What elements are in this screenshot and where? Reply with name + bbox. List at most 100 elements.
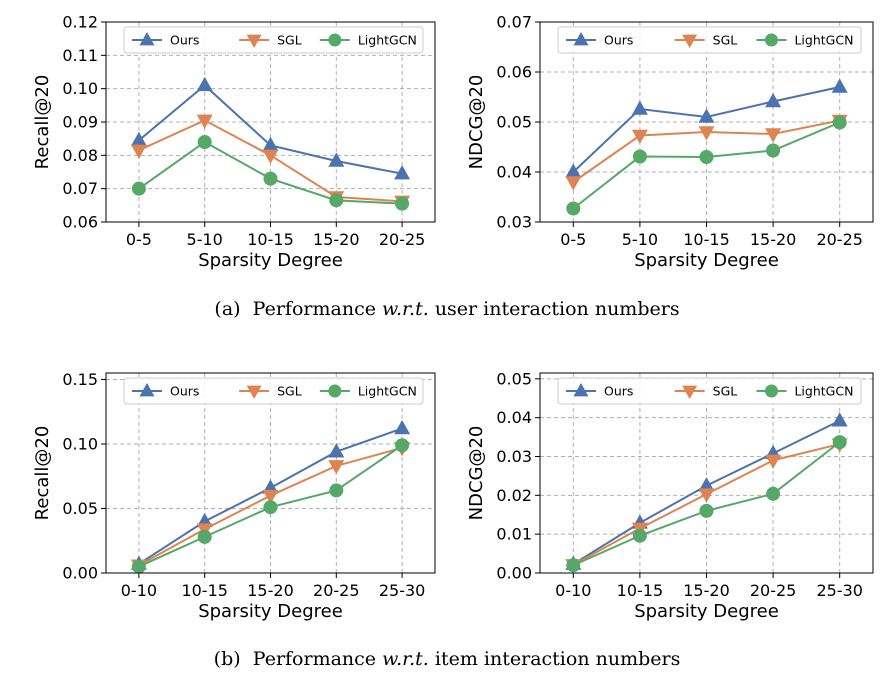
legend-marker-lightgcn (328, 384, 342, 398)
data-point-sgl (196, 114, 213, 129)
data-point-lightgcn (263, 500, 278, 515)
xtick-label: 20-25 (750, 581, 797, 600)
caption-a-post: user interaction numbers (434, 298, 680, 320)
data-point-ours (328, 443, 345, 458)
ytick-label: 0.08 (62, 146, 98, 165)
data-point-lightgcn (395, 196, 410, 211)
xtick-label: 0-10 (555, 581, 591, 600)
xtick-label: 15-20 (750, 230, 797, 249)
ytick-label: 0.10 (62, 434, 98, 453)
legend-box (123, 26, 424, 54)
xtick-label: 10-15 (683, 230, 730, 249)
ytick-label: 0.01 (496, 525, 532, 544)
data-point-sgl (565, 176, 582, 191)
data-point-sgl (328, 460, 345, 475)
xtick-label: 10-15 (247, 230, 294, 249)
data-point-lightgcn (766, 486, 781, 501)
caption-a-pre: Performance (252, 298, 376, 320)
ytick-label: 0.11 (62, 46, 98, 65)
x-axis-label: Sparsity Degree (634, 601, 779, 622)
ytick-label: 0.05 (62, 499, 98, 518)
ytick-label: 0.05 (496, 369, 532, 388)
legend-label-sgl: SGL (713, 33, 738, 48)
caption-b: (b) Performance w.r.t. item interaction … (0, 648, 894, 670)
data-point-ours (394, 419, 411, 435)
ytick-label: 0.07 (62, 179, 98, 198)
ytick-label: 0.00 (496, 564, 532, 583)
data-point-ours (831, 78, 848, 93)
chart-b-left: 0.00 0.05 0.10 0.15 0-10 10-15 15-20 20-25 25-30… (32, 370, 436, 622)
legend-marker-sgl (246, 385, 262, 400)
legend-marker-sgl (682, 385, 698, 400)
data-point-ours (765, 92, 782, 108)
legend-box (557, 377, 862, 405)
legend-label-lightgcn: LightGCN (358, 384, 417, 399)
xtick-label: 10-15 (181, 581, 228, 600)
ytick-label: 0.10 (62, 79, 98, 98)
legend-marker-sgl (682, 34, 698, 49)
data-point-lightgcn (566, 558, 581, 573)
data-point-lightgcn (329, 483, 344, 498)
legend-marker-ours (139, 31, 155, 46)
x-axis-label: Sparsity Degree (634, 250, 779, 271)
data-point-sgl (130, 144, 147, 159)
x-axis-label: Sparsity Degree (198, 601, 343, 622)
xtick-label: 5-10 (187, 230, 223, 249)
legend-label-sgl: SGL (277, 33, 302, 48)
data-point-ours (328, 152, 345, 167)
legend-box (123, 377, 424, 405)
axes-frame (105, 372, 436, 574)
legend-marker-ours (139, 382, 155, 397)
data-point-lightgcn (632, 149, 647, 164)
data-point-lightgcn (832, 115, 847, 130)
data-point-sgl (698, 488, 715, 503)
chart-a-left: 0.06 0.07 0.08 0.09 0.10 0.11 0.12 0-5 5-10 10-15… (32, 13, 436, 271)
legend-marker-lightgcn (764, 33, 778, 47)
xtick-label: 0-5 (126, 230, 152, 249)
data-point-lightgcn (699, 150, 714, 164)
y-axis-label: NDCG@20 (466, 75, 487, 170)
data-point-ours (394, 165, 411, 180)
caption-b-pre: Performance (252, 648, 377, 670)
legend-marker-ours (573, 31, 589, 46)
legend-box (557, 26, 862, 54)
legend-label-ours: Ours (604, 33, 633, 48)
chart-b-right: 0.00 0.01 0.02 0.03 0.04 0.05 0-10 10-15 15-20 20… (466, 369, 874, 622)
axes-frame (539, 21, 874, 223)
data-point-lightgcn (632, 528, 647, 543)
data-point-lightgcn (131, 559, 146, 574)
data-point-sgl (698, 126, 715, 141)
ytick-label: 0.04 (496, 408, 532, 427)
ytick-label: 0.07 (496, 13, 532, 32)
data-point-ours (631, 100, 648, 115)
y-axis-label: Recall@20 (32, 75, 53, 170)
ytick-label: 0.00 (62, 564, 98, 583)
legend-label-ours: Ours (604, 384, 633, 399)
caption-b-italic: w.r.t. (382, 648, 429, 670)
caption-b-label: (b) (213, 648, 241, 670)
caption-a-italic: w.r.t. (382, 298, 429, 320)
data-point-sgl (631, 129, 648, 145)
data-point-lightgcn (197, 529, 212, 544)
xtick-label: 0-5 (560, 230, 586, 249)
legend: Ours SGL LightGCN (557, 26, 862, 54)
ytick-label: 0.05 (496, 113, 532, 132)
legend-marker-lightgcn (764, 384, 778, 398)
caption-b-post: item interaction numbers (434, 648, 681, 670)
legend: Ours SGL LightGCN (123, 377, 424, 405)
xtick-label: 20-25 (313, 581, 360, 600)
legend-label-lightgcn: LightGCN (358, 33, 417, 48)
data-point-lightgcn (566, 201, 581, 216)
xtick-label: 25-30 (816, 581, 863, 600)
axes-frame (105, 21, 436, 223)
data-point-ours (130, 131, 147, 147)
legend-marker-sgl (246, 34, 262, 49)
data-point-lightgcn (131, 181, 146, 196)
data-point-sgl (765, 128, 782, 143)
data-point-lightgcn (263, 171, 278, 186)
caption-a-label: (a) (214, 298, 241, 320)
ytick-label: 0.12 (62, 13, 98, 32)
legend-label-ours: Ours (170, 384, 199, 399)
data-point-lightgcn (766, 143, 781, 158)
data-point-lightgcn (329, 193, 344, 208)
